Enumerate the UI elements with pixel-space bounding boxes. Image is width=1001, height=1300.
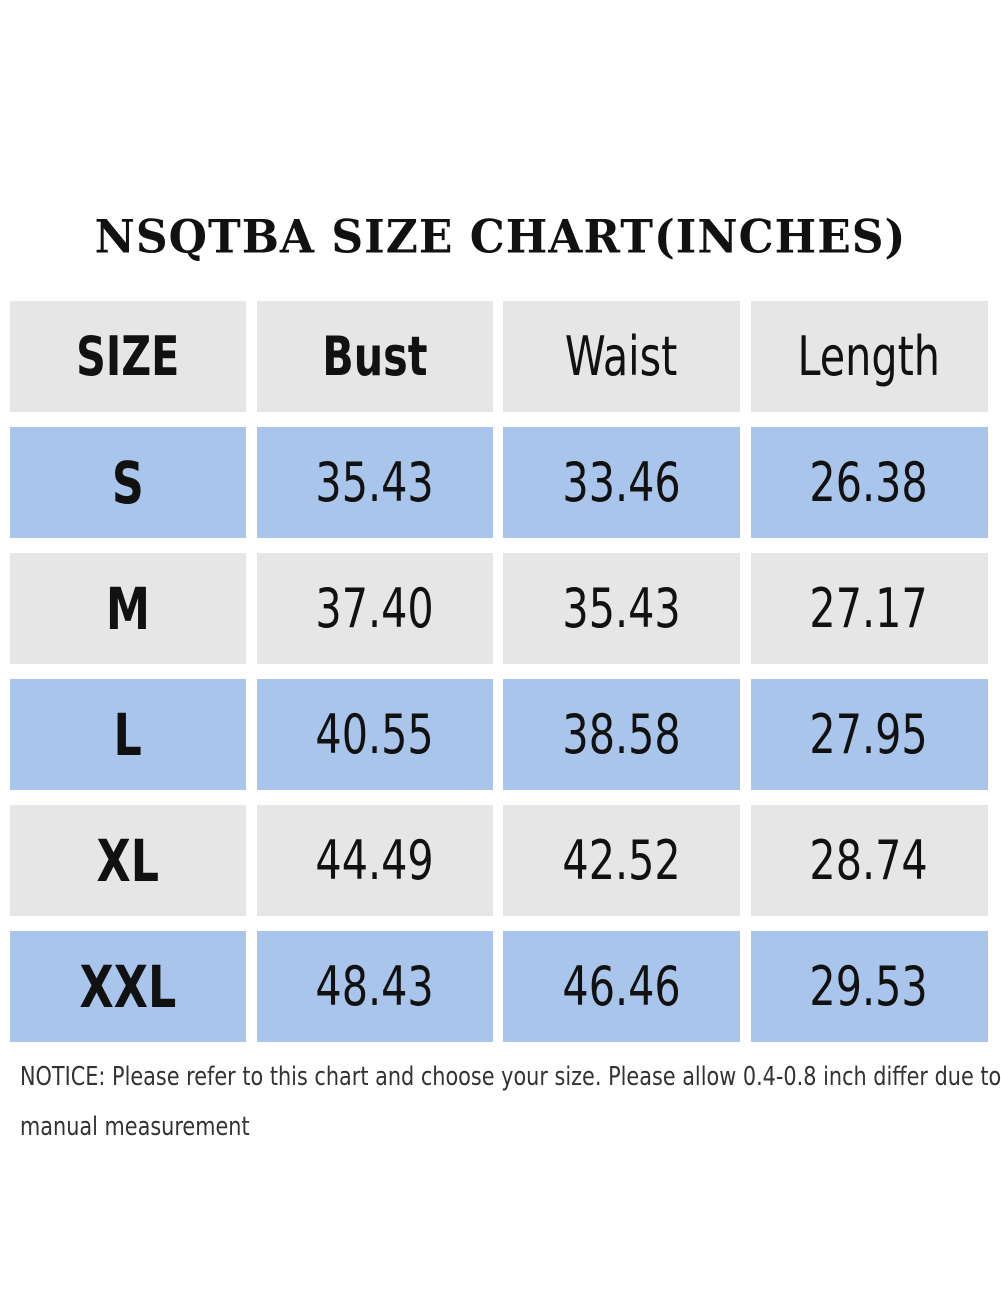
cell-value: S	[112, 448, 144, 517]
size-cell: S	[10, 427, 246, 538]
measurement-cell: 27.95	[750, 679, 988, 790]
measurement-cell: 29.53	[750, 931, 988, 1042]
cell-value: 35.43	[315, 451, 434, 514]
header-label: SIZE	[76, 325, 180, 388]
header-label: Bust	[321, 325, 428, 388]
measurement-cell: 42.52	[503, 805, 740, 916]
cell-value: 35.43	[562, 577, 681, 640]
cell-value: 42.52	[562, 829, 681, 892]
size-cell: XL	[10, 805, 246, 916]
measurement-cell: 46.46	[503, 931, 740, 1042]
size-cell: XXL	[10, 931, 246, 1042]
cell-value: L	[113, 700, 143, 769]
cell-value: 46.46	[562, 955, 681, 1018]
notice-text: NOTICE: Please refer to this chart and c…	[20, 1052, 1001, 1152]
size-chart-table: SIZE Bust Waist Length S 35.43 33.46 26.38 M…	[10, 301, 988, 1042]
size-cell: L	[10, 679, 246, 790]
measurement-cell: 27.17	[750, 553, 988, 664]
measurement-cell: 26.38	[750, 427, 988, 538]
header-cell: SIZE	[10, 301, 246, 412]
cell-value: XL	[96, 826, 160, 895]
cell-value: 26.38	[809, 451, 929, 514]
notice-line: NOTICE: Please refer to this chart and c…	[20, 1062, 1001, 1092]
header-cell: Bust	[256, 301, 493, 412]
notice-line: manual measurement	[20, 1112, 250, 1142]
cell-value: 27.95	[809, 703, 929, 766]
measurement-cell: 35.43	[256, 427, 493, 538]
measurement-cell: 28.74	[750, 805, 988, 916]
cell-value: 48.43	[315, 955, 434, 1018]
measurement-cell: 44.49	[256, 805, 493, 916]
cell-value: 40.55	[315, 703, 434, 766]
cell-value: 28.74	[809, 829, 929, 892]
cell-value: 33.46	[562, 451, 681, 514]
header-cell: Waist	[503, 301, 740, 412]
cell-value: XXL	[79, 952, 177, 1021]
cell-value: M	[105, 574, 151, 643]
measurement-cell: 35.43	[503, 553, 740, 664]
measurement-cell: 38.58	[503, 679, 740, 790]
size-cell: M	[10, 553, 246, 664]
cell-value: 44.49	[315, 829, 434, 892]
cell-value: 37.40	[315, 577, 434, 640]
cell-value: 38.58	[562, 703, 681, 766]
header-label: Length	[797, 325, 941, 388]
measurement-cell: 48.43	[256, 931, 493, 1042]
page-title: NSQTBA SIZE CHART(INCHES)	[94, 210, 907, 265]
cell-value: 29.53	[809, 955, 929, 1018]
measurement-cell: 40.55	[256, 679, 493, 790]
cell-value: 27.17	[809, 577, 929, 640]
header-cell: Length	[750, 301, 988, 412]
header-label: Waist	[565, 325, 678, 388]
measurement-cell: 37.40	[256, 553, 493, 664]
measurement-cell: 33.46	[503, 427, 740, 538]
